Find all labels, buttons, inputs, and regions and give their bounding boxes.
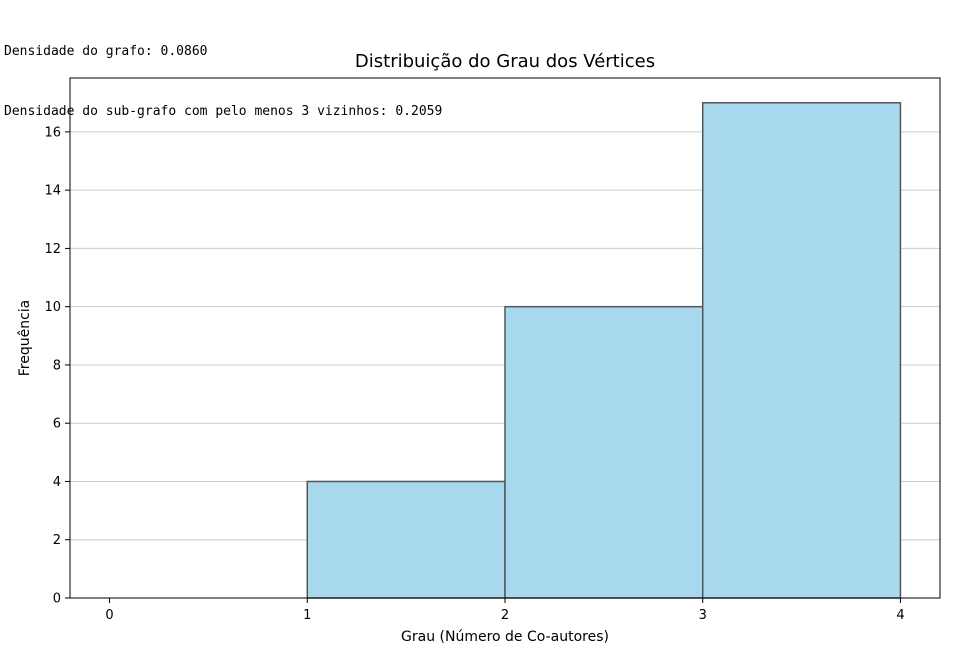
x-tick-label: 2: [501, 608, 509, 623]
y-axis-label: Frequência: [17, 300, 33, 377]
x-tick-label: 3: [699, 608, 707, 623]
y-tick-label: 16: [44, 125, 61, 140]
y-tick-label: 0: [53, 592, 61, 607]
histogram-bar-3: [701, 102, 902, 599]
histogram-bar-2: [504, 305, 704, 599]
y-axis-ticks: 0 2 4 6 8 10 12 14 16: [44, 125, 70, 607]
y-tick-label: 10: [44, 300, 61, 315]
histogram-bar-1: [306, 480, 506, 599]
chart-title: Distribuição do Grau dos Vértices: [355, 51, 655, 72]
y-tick-label: 14: [44, 184, 61, 199]
y-tick-label: 8: [53, 358, 61, 373]
subgraph-density-line: Densidade do sub-grafo com pelo menos 3 …: [4, 104, 443, 119]
x-tick-label: 4: [896, 608, 904, 623]
x-tick-label: 1: [303, 608, 311, 623]
y-tick-label: 12: [44, 242, 61, 257]
graph-density-line: Densidade do grafo: 0.0860: [4, 44, 208, 59]
y-tick-label: 2: [53, 533, 61, 548]
y-tick-label: 6: [53, 417, 61, 432]
x-axis-label: Grau (Número de Co-autores): [401, 629, 609, 645]
bars: [306, 102, 902, 599]
x-axis-ticks: 0 1 2 3 4: [105, 598, 905, 623]
x-tick-label: 0: [105, 608, 113, 623]
console-output: Densidade do grafo: 0.0860 Densidade do …: [4, 2, 442, 142]
y-tick-label: 4: [53, 475, 61, 490]
